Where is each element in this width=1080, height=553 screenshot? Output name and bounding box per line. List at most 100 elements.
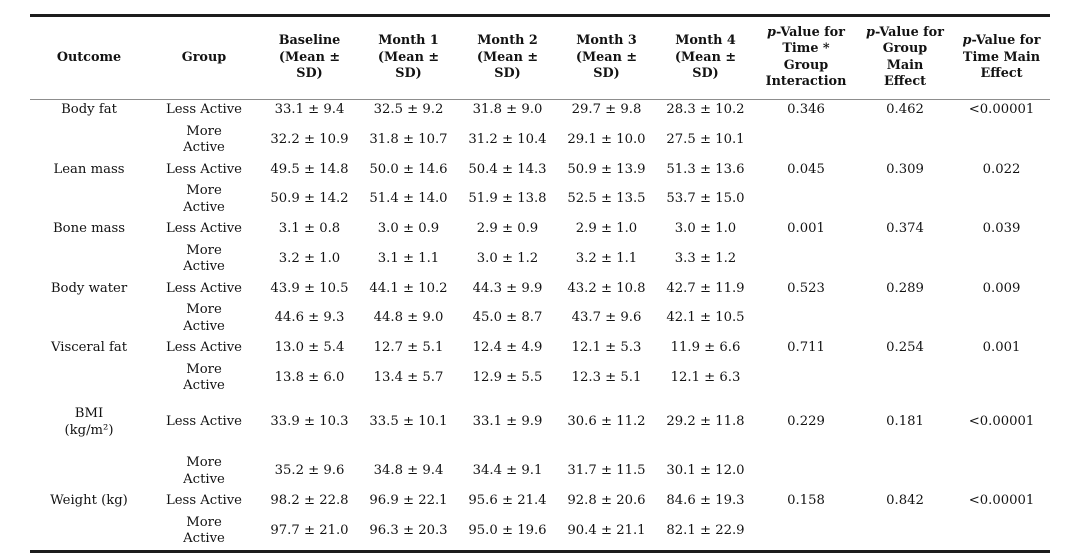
cell-p-interaction: 0.001 <box>787 221 825 236</box>
cell-p-group <box>857 448 953 491</box>
cell-p-interaction: 0.045 <box>787 161 825 177</box>
cell-month4: 42.1 ± 10.5 <box>666 310 745 326</box>
cell-month1: 33.5 ± 10.1 <box>369 414 448 430</box>
cell-p-time: 0.022 <box>982 161 1021 177</box>
cell-month3: 3.2 ± 1.1 <box>575 250 638 266</box>
table-row: More Active 97.7 ± 21.0 96.3 ± 20.3 95.0 ± … <box>30 512 1050 552</box>
table-row: BMI (kg/m²) Less Active 33.9 ± 10.3 33.5 ± … <box>30 397 1050 448</box>
cell-outcome: Weight (kg) <box>50 493 128 508</box>
cell-month1: 50.0 ± 14.6 <box>369 161 448 177</box>
p-interaction-label: -Value for Time * Group Interaction <box>765 25 847 90</box>
cell-group: More Active <box>183 123 225 156</box>
cell-group: Less Active <box>166 493 242 508</box>
p-italic: p <box>962 33 972 49</box>
cell-group: Less Active <box>166 414 242 430</box>
cell-baseline: 3.1 ± 0.8 <box>278 221 341 236</box>
table-row: Body fat Less Active 33.1 ± 9.4 32.5 ± 9.2 3… <box>30 99 1050 121</box>
cell-p-group: 0.309 <box>886 161 924 177</box>
cell-month3: 43.2 ± 10.8 <box>567 280 646 296</box>
cell-p-group: 0.374 <box>886 221 924 236</box>
cell-month2: 34.4 ± 9.1 <box>472 463 543 479</box>
cell-month4: 30.1 ± 12.0 <box>666 463 745 479</box>
cell-month1: 96.3 ± 20.3 <box>369 522 448 538</box>
cell-p-time <box>953 512 1050 552</box>
cell-outcome <box>30 512 148 552</box>
cell-month2: 12.4 ± 4.9 <box>472 340 543 355</box>
cell-month2: 44.3 ± 9.9 <box>472 280 543 296</box>
table-header: Outcome Group Baseline (Mean ± SD) Month… <box>30 15 1050 100</box>
cell-p-interaction <box>755 300 857 338</box>
p-italic: p <box>767 25 776 40</box>
cell-group: More Active <box>183 242 225 275</box>
cell-month3: 92.8 ± 20.6 <box>567 493 646 508</box>
header-row: Outcome Group Baseline (Mean ± SD) Month… <box>30 15 1050 100</box>
table-row: More Active 13.8 ± 6.0 13.4 ± 5.7 12.9 ± 5.… <box>30 359 1050 397</box>
cell-month3: 29.7 ± 9.8 <box>571 102 642 117</box>
cell-p-time: <0.00001 <box>968 102 1035 117</box>
cell-p-time <box>953 181 1050 219</box>
cell-outcome <box>30 121 148 159</box>
cell-p-interaction <box>755 512 857 552</box>
cell-group: More Active <box>183 514 225 547</box>
cell-month1: 3.1 ± 1.1 <box>377 250 440 266</box>
col-header-month2: Month 2 (Mean ± SD) <box>458 15 557 100</box>
cell-p-interaction <box>755 240 857 278</box>
cell-baseline: 33.9 ± 10.3 <box>270 414 349 430</box>
p-italic: p <box>866 25 875 40</box>
cell-p-group: 0.254 <box>886 340 924 355</box>
p-time-label: -Value for Time Main Effect <box>962 33 1041 81</box>
cell-baseline: 13.0 ± 5.4 <box>274 340 345 355</box>
col-header-month4: Month 4 (Mean ± SD) <box>656 15 755 100</box>
cell-month2: 31.8 ± 9.0 <box>472 102 543 117</box>
cell-baseline: 32.2 ± 10.9 <box>270 131 349 147</box>
cell-p-group: 0.181 <box>886 414 924 430</box>
cell-p-group <box>857 512 953 552</box>
cell-p-group: 0.289 <box>886 280 924 296</box>
cell-group: Less Active <box>166 280 242 296</box>
cell-baseline: 13.8 ± 6.0 <box>274 369 345 385</box>
cell-month1: 51.4 ± 14.0 <box>369 191 448 207</box>
cell-p-time <box>953 121 1050 159</box>
cell-month3: 31.7 ± 11.5 <box>567 463 646 479</box>
table-row: Bone mass Less Active 3.1 ± 0.8 3.0 ± 0.9 2.… <box>30 219 1050 241</box>
cell-month3: 29.1 ± 10.0 <box>567 131 646 147</box>
table-row: More Active 3.2 ± 1.0 3.1 ± 1.1 3.0 ± 1.2 3.… <box>30 240 1050 278</box>
cell-month3: 50.9 ± 13.9 <box>567 161 646 177</box>
cell-p-time: 0.039 <box>982 221 1021 236</box>
cell-month3: 12.1 ± 5.3 <box>571 340 642 355</box>
cell-month4: 51.3 ± 13.6 <box>666 161 745 177</box>
cell-p-group: 0.842 <box>886 493 924 508</box>
cell-month4: 53.7 ± 15.0 <box>666 191 745 207</box>
cell-p-interaction <box>755 448 857 491</box>
cell-p-interaction <box>755 121 857 159</box>
cell-month1: 3.0 ± 0.9 <box>377 221 440 236</box>
cell-month3: 43.7 ± 9.6 <box>571 310 642 326</box>
cell-baseline: 50.9 ± 14.2 <box>270 191 349 207</box>
cell-month4: 29.2 ± 11.8 <box>666 414 745 430</box>
table-row: More Active 35.2 ± 9.6 34.8 ± 9.4 34.4 ± 9.… <box>30 448 1050 491</box>
cell-month3: 30.6 ± 11.2 <box>567 414 646 430</box>
cell-month3: 12.3 ± 5.1 <box>571 369 642 385</box>
cell-month1: 32.5 ± 9.2 <box>373 102 444 117</box>
cell-month3: 90.4 ± 21.1 <box>567 522 646 538</box>
cell-p-group <box>857 359 953 397</box>
cell-month1: 44.8 ± 9.0 <box>373 310 444 326</box>
cell-p-group <box>857 181 953 219</box>
cell-p-time: <0.00001 <box>968 414 1035 430</box>
cell-baseline: 35.2 ± 9.6 <box>274 463 345 479</box>
cell-month1: 13.4 ± 5.7 <box>373 369 444 385</box>
cell-month2: 95.6 ± 21.4 <box>468 493 547 508</box>
col-header-p-interaction: p-Value for Time * Group Interaction <box>755 15 857 100</box>
cell-p-time <box>953 448 1050 491</box>
col-header-baseline: Baseline (Mean ± SD) <box>260 15 359 100</box>
cell-p-interaction <box>755 181 857 219</box>
col-header-group: Group <box>148 15 260 100</box>
col-header-p-time: p-Value for Time Main Effect <box>953 15 1050 100</box>
cell-p-time: 0.009 <box>982 280 1021 296</box>
cell-month2: 50.4 ± 14.3 <box>468 161 547 177</box>
cell-baseline: 97.7 ± 21.0 <box>270 522 349 538</box>
cell-p-group <box>857 121 953 159</box>
p-group-label: -Value for Group Main Effect <box>874 25 944 90</box>
cell-month2: 12.9 ± 5.5 <box>472 369 543 385</box>
